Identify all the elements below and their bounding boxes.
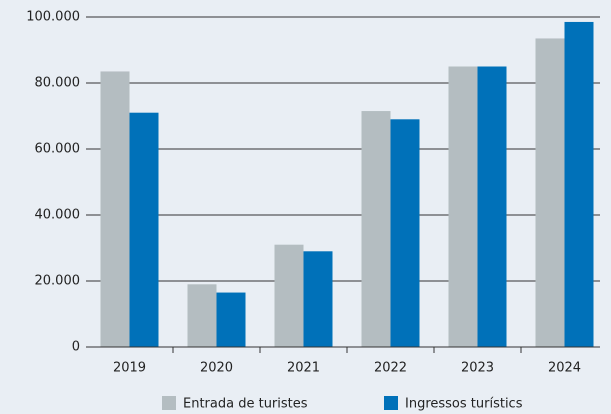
x-tick-label: 2021 xyxy=(287,361,320,376)
legend-label: Ingressos turístics xyxy=(405,397,523,412)
y-tick-label: 100.000 xyxy=(26,10,80,25)
x-tick-label: 2019 xyxy=(113,361,146,376)
bar xyxy=(477,66,507,347)
x-tick-label: 2024 xyxy=(548,361,581,376)
bar xyxy=(274,244,304,347)
y-tick-label: 0 xyxy=(72,340,80,355)
bar xyxy=(564,21,594,347)
y-tick-label: 20.000 xyxy=(35,274,81,289)
legend-swatch xyxy=(162,396,176,410)
bar xyxy=(390,119,420,347)
bar xyxy=(535,38,565,347)
x-tick-label: 2023 xyxy=(461,361,494,376)
y-tick-label: 60.000 xyxy=(35,142,81,157)
bar xyxy=(448,66,478,347)
y-tick-label: 40.000 xyxy=(35,208,81,223)
legend-swatch xyxy=(384,396,398,410)
x-tick-label: 2020 xyxy=(200,361,233,376)
x-tick-label: 2022 xyxy=(374,361,407,376)
bar xyxy=(100,71,130,347)
bar xyxy=(361,111,391,347)
bar xyxy=(187,284,217,347)
y-tick-label: 80.000 xyxy=(35,76,81,91)
bar xyxy=(303,251,333,347)
legend-label: Entrada de turistes xyxy=(183,397,308,412)
bar xyxy=(216,292,246,347)
bar xyxy=(129,112,159,347)
